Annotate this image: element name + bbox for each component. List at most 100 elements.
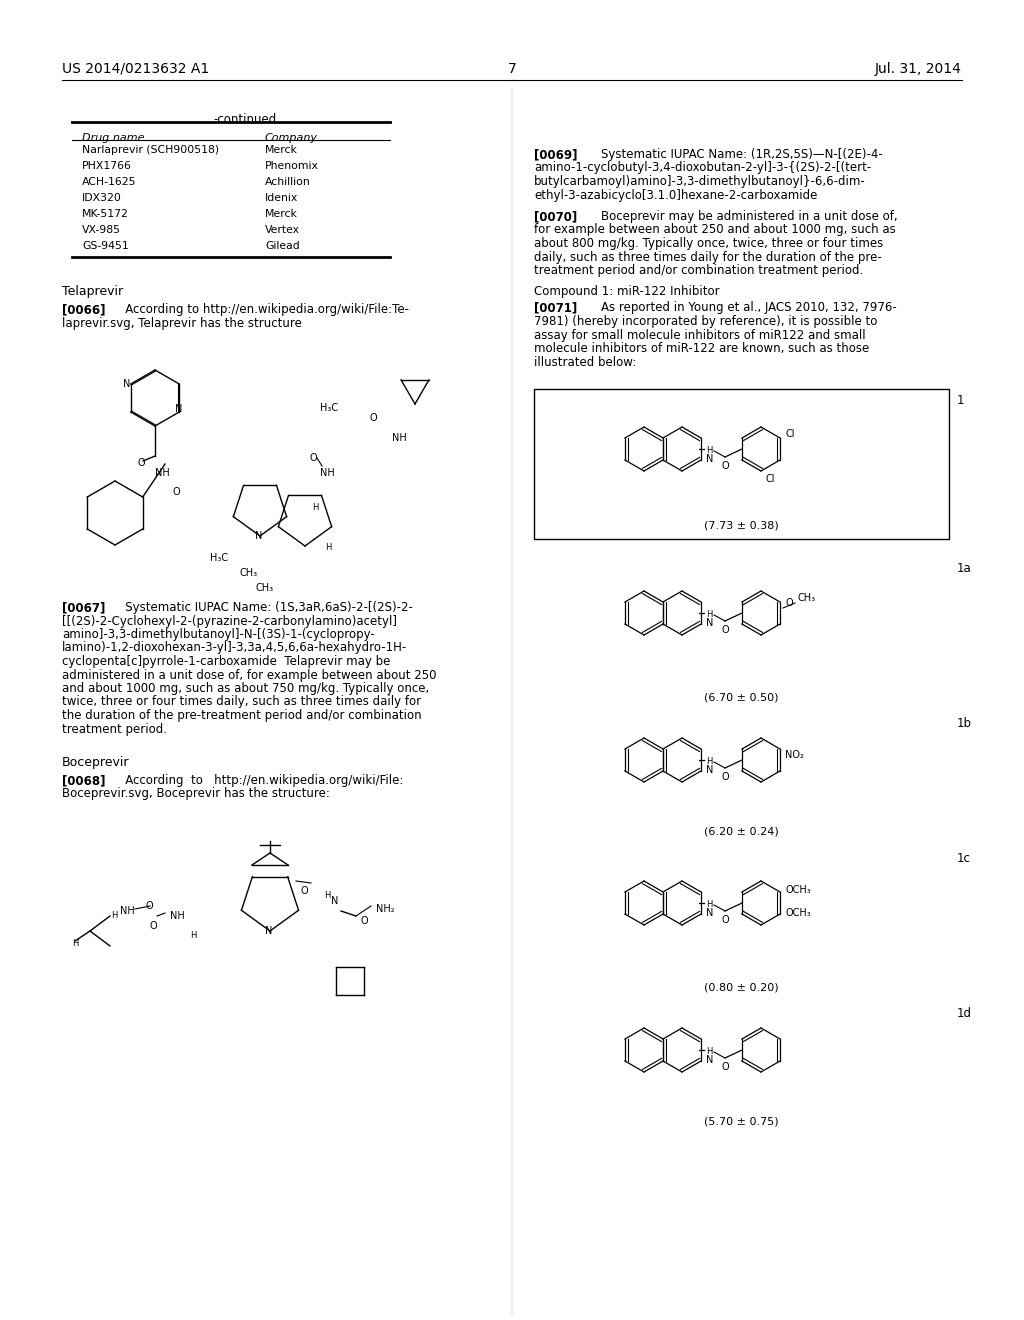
Text: N: N bbox=[706, 454, 714, 465]
Text: (6.20 ± 0.24): (6.20 ± 0.24) bbox=[705, 828, 779, 837]
Text: (0.80 ± 0.20): (0.80 ± 0.20) bbox=[705, 982, 779, 993]
Text: O: O bbox=[145, 902, 153, 911]
Text: assay for small molecule inhibitors of miR122 and small: assay for small molecule inhibitors of m… bbox=[534, 329, 865, 342]
Text: As reported in Young et al., JACS 2010, 132, 7976-: As reported in Young et al., JACS 2010, … bbox=[586, 301, 897, 314]
Text: cyclopenta[c]pyrrole-1-carboxamide  Telaprevir may be: cyclopenta[c]pyrrole-1-carboxamide Telap… bbox=[62, 655, 390, 668]
Text: NH: NH bbox=[155, 469, 170, 478]
Text: Boceprevir may be administered in a unit dose of,: Boceprevir may be administered in a unit… bbox=[586, 210, 898, 223]
Text: H: H bbox=[324, 891, 331, 900]
Text: CH₃: CH₃ bbox=[255, 583, 273, 593]
Text: [0070]: [0070] bbox=[534, 210, 578, 223]
Text: for example between about 250 and about 1000 mg, such as: for example between about 250 and about … bbox=[534, 223, 896, 236]
Text: H: H bbox=[706, 1047, 713, 1056]
Text: Vertex: Vertex bbox=[265, 224, 300, 235]
Text: 1d: 1d bbox=[957, 1007, 972, 1020]
Text: and about 1000 mg, such as about 750 mg/kg. Typically once,: and about 1000 mg, such as about 750 mg/… bbox=[62, 682, 429, 696]
Text: lamino)-1,2-dioxohexan-3-yl]-3,3a,4,5,6,6a-hexahydro-1H-: lamino)-1,2-dioxohexan-3-yl]-3,3a,4,5,6,… bbox=[62, 642, 408, 655]
Text: twice, three or four times daily, such as three times daily for: twice, three or four times daily, such a… bbox=[62, 696, 421, 709]
Text: 7: 7 bbox=[508, 62, 516, 77]
Bar bbox=[534, 389, 949, 539]
Text: [0067]: [0067] bbox=[62, 601, 105, 614]
Text: NH₂: NH₂ bbox=[376, 904, 394, 913]
Text: N: N bbox=[123, 379, 130, 389]
Text: [0071]: [0071] bbox=[534, 301, 578, 314]
Text: O: O bbox=[785, 598, 793, 609]
Text: Boceprevir: Boceprevir bbox=[62, 756, 129, 770]
Text: GS-9451: GS-9451 bbox=[82, 242, 129, 251]
Text: (7.73 ± 0.38): (7.73 ± 0.38) bbox=[705, 521, 779, 531]
Text: OCH₃: OCH₃ bbox=[785, 884, 811, 895]
Text: H: H bbox=[706, 446, 713, 455]
Text: H₃C: H₃C bbox=[319, 403, 338, 413]
Text: IDX320: IDX320 bbox=[82, 193, 122, 203]
Text: [0069]: [0069] bbox=[534, 148, 578, 161]
Text: O: O bbox=[370, 413, 378, 422]
Text: NH: NH bbox=[319, 469, 335, 478]
Text: -continued: -continued bbox=[213, 114, 276, 125]
Text: O: O bbox=[173, 487, 180, 498]
Text: N: N bbox=[706, 908, 714, 917]
Text: [0068]: [0068] bbox=[62, 774, 105, 787]
Text: O: O bbox=[310, 453, 317, 463]
Text: [[(2S)-2-Cyclohexyl-2-(pyrazine-2-carbonylamino)acetyl]: [[(2S)-2-Cyclohexyl-2-(pyrazine-2-carbon… bbox=[62, 615, 397, 627]
Text: Boceprevir.svg, Boceprevir has the structure:: Boceprevir.svg, Boceprevir has the struc… bbox=[62, 788, 330, 800]
Text: N: N bbox=[331, 896, 338, 906]
Text: (5.70 ± 0.75): (5.70 ± 0.75) bbox=[705, 1117, 779, 1127]
Text: Cl: Cl bbox=[766, 474, 775, 484]
Text: O: O bbox=[722, 461, 730, 471]
Text: OCH₃: OCH₃ bbox=[785, 908, 811, 917]
Text: O: O bbox=[722, 1063, 730, 1072]
Text: Narlaprevir (SCH900518): Narlaprevir (SCH900518) bbox=[82, 145, 219, 154]
Text: 1: 1 bbox=[957, 393, 965, 407]
Text: administered in a unit dose of, for example between about 250: administered in a unit dose of, for exam… bbox=[62, 668, 436, 681]
Text: [0066]: [0066] bbox=[62, 304, 105, 315]
Text: O: O bbox=[137, 458, 144, 469]
Text: the duration of the pre-treatment period and/or combination: the duration of the pre-treatment period… bbox=[62, 709, 422, 722]
Text: Idenix: Idenix bbox=[265, 193, 298, 203]
Text: 1c: 1c bbox=[957, 851, 971, 865]
Text: Phenomix: Phenomix bbox=[265, 161, 318, 172]
Text: NH: NH bbox=[170, 911, 184, 921]
Text: molecule inhibitors of miR-122 are known, such as those: molecule inhibitors of miR-122 are known… bbox=[534, 342, 869, 355]
Text: N: N bbox=[706, 766, 714, 775]
Text: Drug name: Drug name bbox=[82, 133, 144, 143]
Text: daily, such as three times daily for the duration of the pre-: daily, such as three times daily for the… bbox=[534, 251, 882, 264]
Text: Telaprevir: Telaprevir bbox=[62, 285, 123, 298]
Text: H: H bbox=[706, 900, 713, 909]
Text: H: H bbox=[312, 503, 318, 512]
Text: 1a: 1a bbox=[957, 562, 972, 576]
Text: O: O bbox=[722, 915, 730, 925]
Text: MK-5172: MK-5172 bbox=[82, 209, 129, 219]
Text: NH: NH bbox=[120, 906, 135, 916]
Text: butylcarbamoyl)amino]-3,3-dimethylbutanoyl}-6,6-dim-: butylcarbamoyl)amino]-3,3-dimethylbutano… bbox=[534, 176, 865, 187]
Text: Merck: Merck bbox=[265, 209, 298, 219]
Text: ACH-1625: ACH-1625 bbox=[82, 177, 136, 187]
Text: 1b: 1b bbox=[957, 717, 972, 730]
Text: amino-1-cyclobutyl-3,4-dioxobutan-2-yl]-3-{(2S)-2-[(tert-: amino-1-cyclobutyl-3,4-dioxobutan-2-yl]-… bbox=[534, 161, 871, 174]
Text: Systematic IUPAC Name: (1S,3aR,6aS)-2-[(2S)-2-: Systematic IUPAC Name: (1S,3aR,6aS)-2-[(… bbox=[114, 601, 413, 614]
Text: NO₂: NO₂ bbox=[785, 750, 804, 760]
Text: amino]-3,3-dimethylbutanoyl]-N-[(3S)-1-(cyclopropy-: amino]-3,3-dimethylbutanoyl]-N-[(3S)-1-(… bbox=[62, 628, 375, 642]
Text: Jul. 31, 2014: Jul. 31, 2014 bbox=[876, 62, 962, 77]
Text: ethyl-3-azabicyclo[3.1.0]hexane-2-carboxamide: ethyl-3-azabicyclo[3.1.0]hexane-2-carbox… bbox=[534, 189, 817, 202]
Text: treatment period and/or combination treatment period.: treatment period and/or combination trea… bbox=[534, 264, 863, 277]
Text: N: N bbox=[706, 618, 714, 628]
Text: US 2014/0213632 A1: US 2014/0213632 A1 bbox=[62, 62, 209, 77]
Text: According  to   http://en.wikipedia.org/wiki/File:: According to http://en.wikipedia.org/wik… bbox=[114, 774, 403, 787]
Text: treatment period.: treatment period. bbox=[62, 722, 167, 735]
Text: (6.70 ± 0.50): (6.70 ± 0.50) bbox=[705, 692, 778, 702]
Text: N: N bbox=[706, 1055, 714, 1065]
Text: H₃C: H₃C bbox=[210, 553, 228, 564]
Text: O: O bbox=[722, 772, 730, 781]
Text: O: O bbox=[301, 886, 308, 896]
Text: NH: NH bbox=[392, 433, 407, 444]
Text: N: N bbox=[174, 404, 182, 414]
Text: Systematic IUPAC Name: (1R,2S,5S)—N-[(2E)-4-: Systematic IUPAC Name: (1R,2S,5S)—N-[(2E… bbox=[586, 148, 883, 161]
Text: H: H bbox=[706, 756, 713, 766]
Text: O: O bbox=[361, 916, 369, 927]
Text: CH₃: CH₃ bbox=[240, 568, 258, 578]
Text: O: O bbox=[722, 624, 730, 635]
Text: VX-985: VX-985 bbox=[82, 224, 121, 235]
Text: Merck: Merck bbox=[265, 145, 298, 154]
Text: H: H bbox=[325, 543, 332, 552]
